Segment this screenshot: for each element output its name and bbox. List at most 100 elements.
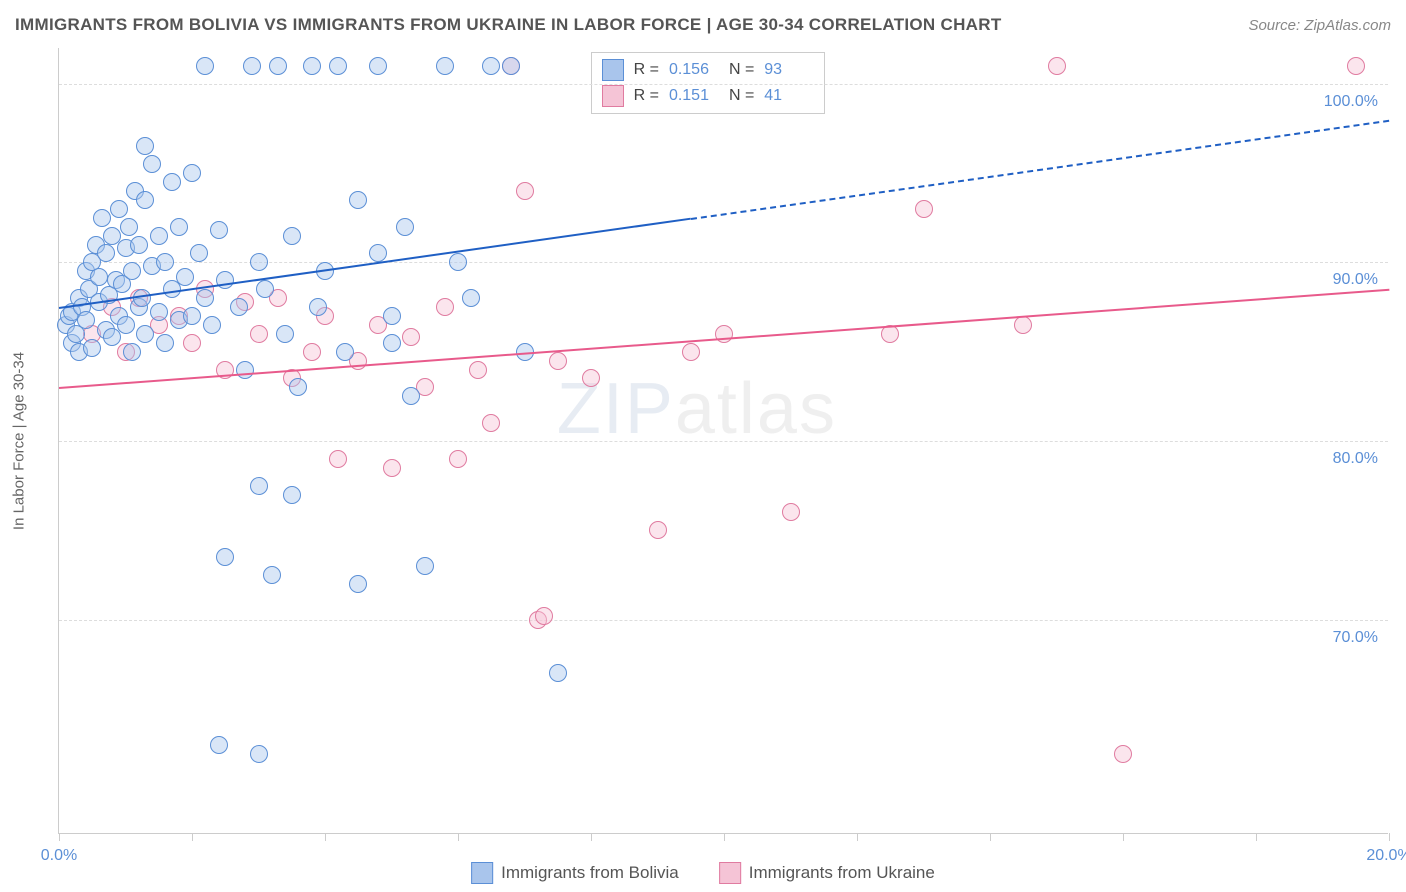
data-point-bolivia <box>183 307 201 325</box>
data-point-bolivia <box>269 57 287 75</box>
data-point-bolivia <box>336 343 354 361</box>
data-point-bolivia <box>77 311 95 329</box>
x-tick <box>325 833 326 841</box>
data-point-bolivia <box>236 361 254 379</box>
x-tick <box>59 833 60 841</box>
data-point-bolivia <box>117 316 135 334</box>
x-tick <box>1123 833 1124 841</box>
data-point-bolivia <box>416 557 434 575</box>
data-point-ukraine <box>649 521 667 539</box>
data-point-bolivia <box>289 378 307 396</box>
x-tick <box>1389 833 1390 841</box>
x-tick <box>192 833 193 841</box>
y-tick-label: 90.0% <box>1333 271 1378 289</box>
data-point-bolivia <box>136 191 154 209</box>
data-point-bolivia <box>482 57 500 75</box>
n-value-bolivia: 93 <box>764 61 814 79</box>
watermark-thin: atlas <box>675 369 837 449</box>
data-point-bolivia <box>143 155 161 173</box>
n-value-ukraine: 41 <box>764 87 814 105</box>
legend-item-bolivia: Immigrants from Bolivia <box>471 862 679 884</box>
data-point-bolivia <box>250 477 268 495</box>
legend-label-bolivia: Immigrants from Bolivia <box>501 863 679 883</box>
data-point-ukraine <box>915 200 933 218</box>
x-tick-label: 0.0% <box>41 847 77 865</box>
grid-line <box>59 441 1388 442</box>
data-point-bolivia <box>150 303 168 321</box>
data-point-bolivia <box>349 575 367 593</box>
data-point-bolivia <box>196 57 214 75</box>
data-point-bolivia <box>123 262 141 280</box>
data-point-ukraine <box>449 450 467 468</box>
trend-bolivia-extrapolate <box>691 119 1390 219</box>
data-point-bolivia <box>369 57 387 75</box>
data-point-ukraine <box>436 298 454 316</box>
x-tick <box>458 833 459 841</box>
data-point-bolivia <box>97 244 115 262</box>
swatch-bolivia <box>471 862 493 884</box>
n-label: N = <box>729 61 754 79</box>
data-point-bolivia <box>83 339 101 357</box>
data-point-ukraine <box>582 369 600 387</box>
data-point-bolivia <box>250 253 268 271</box>
data-point-bolivia <box>369 244 387 262</box>
source-credit: Source: ZipAtlas.com <box>1248 17 1391 34</box>
data-point-bolivia <box>163 173 181 191</box>
data-point-bolivia <box>449 253 467 271</box>
data-point-bolivia <box>309 298 327 316</box>
x-tick-label: 20.0% <box>1366 847 1406 865</box>
r-value-bolivia: 0.156 <box>669 61 719 79</box>
data-point-bolivia <box>123 343 141 361</box>
x-tick <box>857 833 858 841</box>
stats-row-ukraine: R = 0.151 N = 41 <box>602 83 815 109</box>
data-point-bolivia <box>383 334 401 352</box>
swatch-bolivia <box>602 59 624 81</box>
data-point-ukraine <box>469 361 487 379</box>
plot-area: In Labor Force | Age 30-34 ZIPatlas R = … <box>58 48 1388 834</box>
data-point-bolivia <box>110 200 128 218</box>
data-point-bolivia <box>216 271 234 289</box>
data-point-bolivia <box>256 280 274 298</box>
data-point-bolivia <box>276 325 294 343</box>
data-point-bolivia <box>210 736 228 754</box>
x-tick <box>724 833 725 841</box>
data-point-bolivia <box>156 253 174 271</box>
data-point-bolivia <box>170 218 188 236</box>
data-point-bolivia <box>243 57 261 75</box>
data-point-ukraine <box>482 414 500 432</box>
data-point-bolivia <box>183 164 201 182</box>
data-point-bolivia <box>196 289 214 307</box>
data-point-ukraine <box>303 343 321 361</box>
data-point-bolivia <box>329 57 347 75</box>
data-point-ukraine <box>1048 57 1066 75</box>
y-tick-label: 80.0% <box>1333 450 1378 468</box>
data-point-bolivia <box>349 191 367 209</box>
data-point-ukraine <box>516 182 534 200</box>
swatch-ukraine <box>719 862 741 884</box>
data-point-ukraine <box>183 334 201 352</box>
data-point-bolivia <box>436 57 454 75</box>
chart-title: IMMIGRANTS FROM BOLIVIA VS IMMIGRANTS FR… <box>15 15 1002 35</box>
grid-line <box>59 620 1388 621</box>
data-point-bolivia <box>263 566 281 584</box>
r-value-ukraine: 0.151 <box>669 87 719 105</box>
data-point-bolivia <box>303 57 321 75</box>
watermark-bold: ZIP <box>557 369 675 449</box>
x-tick <box>1256 833 1257 841</box>
data-point-bolivia <box>176 268 194 286</box>
grid-line <box>59 84 1388 85</box>
x-tick <box>591 833 592 841</box>
y-tick-label: 70.0% <box>1333 629 1378 647</box>
r-label: R = <box>634 61 659 79</box>
data-point-bolivia <box>549 664 567 682</box>
data-point-bolivia <box>502 57 520 75</box>
data-point-bolivia <box>190 244 208 262</box>
data-point-bolivia <box>90 268 108 286</box>
r-label: R = <box>634 87 659 105</box>
data-point-ukraine <box>402 328 420 346</box>
y-tick-label: 100.0% <box>1324 93 1378 111</box>
data-point-bolivia <box>210 221 228 239</box>
legend-item-ukraine: Immigrants from Ukraine <box>719 862 935 884</box>
data-point-ukraine <box>329 450 347 468</box>
legend-label-ukraine: Immigrants from Ukraine <box>749 863 935 883</box>
